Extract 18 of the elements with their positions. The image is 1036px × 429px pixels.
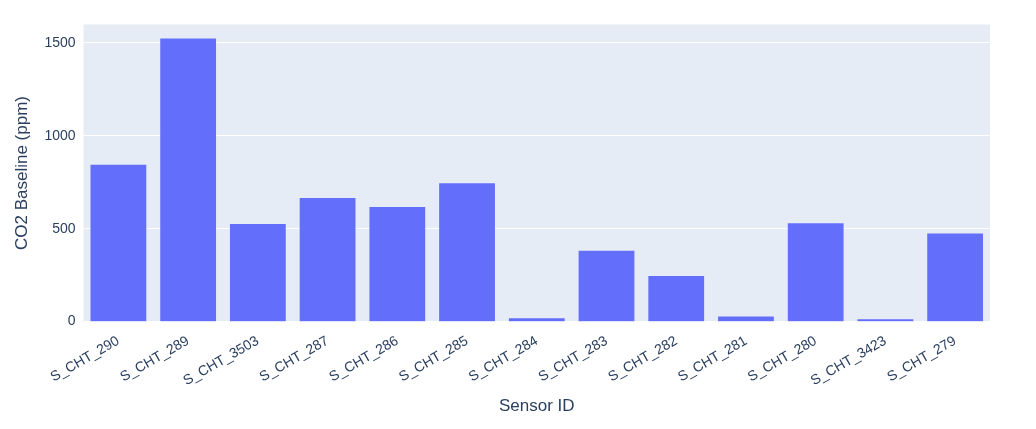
y-tick-label: 1000 (44, 126, 76, 143)
bar (90, 164, 147, 322)
bar (229, 224, 286, 322)
bar (369, 207, 426, 322)
bar (787, 223, 844, 322)
bar (508, 318, 565, 322)
bar (299, 197, 356, 322)
x-axis-title: Sensor ID (498, 396, 575, 416)
bar (718, 316, 774, 322)
y-tick-label: 1500 (44, 33, 76, 50)
y-axis-title: CO2 Baseline (ppm) (11, 96, 31, 251)
bar (160, 38, 217, 322)
bar (578, 250, 635, 322)
y-tick-label: 0 (67, 312, 76, 329)
bar (648, 276, 705, 322)
y-tick-label: 500 (52, 219, 76, 236)
bar (439, 183, 495, 322)
bar (927, 233, 984, 322)
